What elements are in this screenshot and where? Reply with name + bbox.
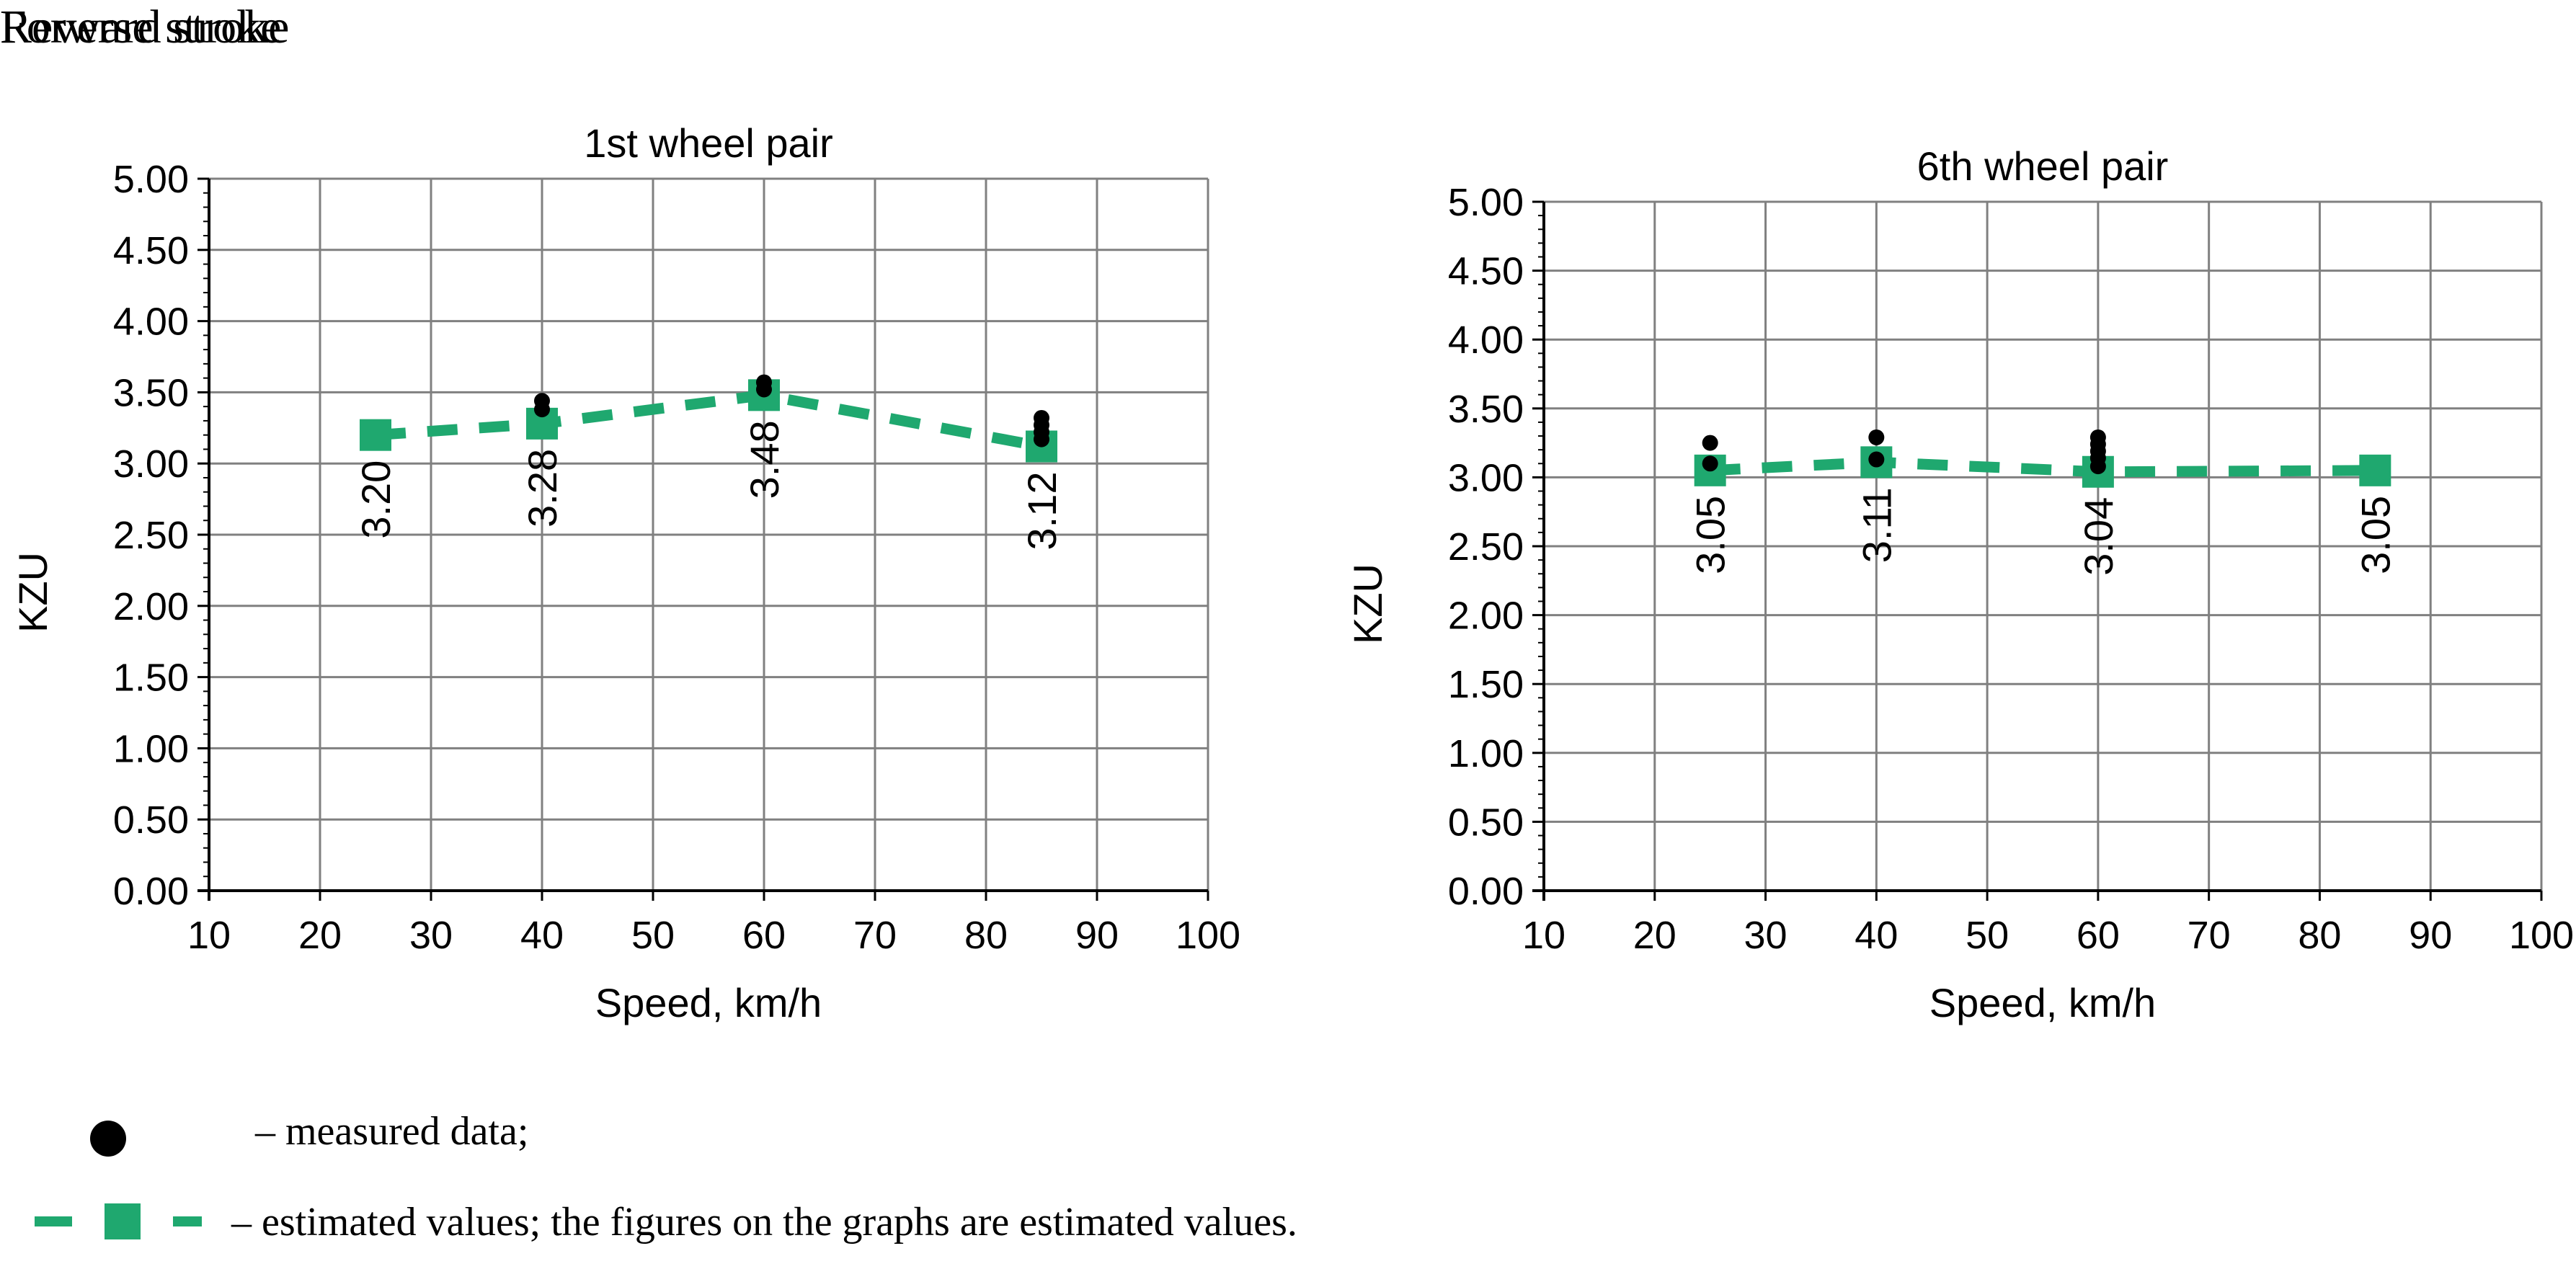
chart-title: 1st wheel pair xyxy=(584,120,833,166)
legend-estimated-label: – estimated values; the figures on the g… xyxy=(231,1200,1297,1244)
measured-point xyxy=(1034,431,1049,448)
x-tick-label: 10 xyxy=(1522,914,1565,957)
x-axis-label: Speed, km/h xyxy=(595,980,822,1025)
x-tick-label: 10 xyxy=(187,914,231,957)
y-tick-label: 0.50 xyxy=(113,798,189,842)
y-tick-label: 3.00 xyxy=(1448,456,1524,499)
measured-point xyxy=(756,381,772,398)
y-tick-label: 1.50 xyxy=(1448,663,1524,706)
x-tick-label: 40 xyxy=(520,914,564,957)
x-tick-label: 30 xyxy=(409,914,453,957)
y-tick-label: 4.50 xyxy=(1448,250,1524,293)
legend-estimated-symbol xyxy=(35,1203,202,1239)
y-tick-label: 5.00 xyxy=(1448,181,1524,224)
y-tick-label: 4.50 xyxy=(113,229,189,272)
x-tick-label: 80 xyxy=(964,914,1008,957)
estimated-value-label: 3.11 xyxy=(1854,487,1899,563)
x-tick-label: 20 xyxy=(1633,914,1676,957)
x-tick-label: 20 xyxy=(298,914,342,957)
measured-point xyxy=(534,401,550,418)
x-tick-label: 60 xyxy=(742,914,786,957)
y-tick-label: 4.00 xyxy=(1448,319,1524,362)
estimated-value-label: 3.20 xyxy=(353,460,399,539)
estimated-line xyxy=(1710,456,2376,478)
y-tick-label: 0.50 xyxy=(1448,801,1524,844)
estimated-value-label: 3.04 xyxy=(2076,497,2121,576)
measured-point xyxy=(1702,435,1718,451)
y-tick-label: 4.00 xyxy=(113,300,189,344)
x-tick-label: 50 xyxy=(631,914,675,957)
y-tick-label: 0.00 xyxy=(113,870,189,913)
measured-point xyxy=(1868,429,1885,445)
x-tick-label: 90 xyxy=(1075,914,1119,957)
estimated-value-label: 3.48 xyxy=(742,420,787,499)
forward-stroke-title: Forward stroke xyxy=(0,1,290,53)
x-tick-label: 80 xyxy=(2298,914,2341,957)
y-axis-label: KZU xyxy=(1345,564,1390,644)
y-tick-label: 2.50 xyxy=(1448,525,1524,569)
y-tick-label: 3.00 xyxy=(113,442,189,486)
estimated-value-label: 3.05 xyxy=(2353,496,2398,574)
y-tick-label: 2.50 xyxy=(113,514,189,557)
y-tick-label: 2.00 xyxy=(113,585,189,628)
estimated-point xyxy=(360,419,391,451)
chart-title: 6th wheel pair xyxy=(1917,143,2169,189)
measured-point xyxy=(2089,458,2106,475)
y-tick-label: 3.50 xyxy=(113,371,189,414)
x-axis-label: Speed, km/h xyxy=(1929,980,2156,1025)
estimated-value-label: 3.28 xyxy=(520,449,565,527)
y-tick-label: 1.00 xyxy=(113,727,189,770)
measured-point xyxy=(1702,455,1718,472)
x-tick-label: 40 xyxy=(1855,914,1898,957)
estimated-value-label: 3.12 xyxy=(1019,471,1065,550)
y-tick-label: 3.50 xyxy=(1448,388,1524,431)
x-tick-label: 60 xyxy=(2077,914,2120,957)
x-tick-label: 30 xyxy=(1744,914,1787,957)
x-tick-label: 100 xyxy=(2509,914,2574,957)
charts-canvas: 1st wheel pair 10 20 30 40 50 60 70 80 90 100 0.00 0… xyxy=(10,120,2574,1025)
y-axis-label: KZU xyxy=(10,552,55,633)
legend-measured-symbol xyxy=(90,1121,126,1157)
y-tick-label: 2.00 xyxy=(1448,595,1524,638)
x-tick-label: 90 xyxy=(2409,914,2452,957)
x-tick-label: 100 xyxy=(1176,914,1240,957)
x-tick-label: 50 xyxy=(1966,914,2009,957)
estimated-value-label: 3.05 xyxy=(1688,496,1733,574)
reverse-stroke-title: Reverse stroke xyxy=(0,1,282,53)
y-tick-label: 1.00 xyxy=(1448,732,1524,775)
estimated-point xyxy=(2359,454,2391,486)
legend-measured-label: – measured data; xyxy=(255,1109,529,1154)
x-tick-label: 70 xyxy=(853,914,897,957)
estimated-line xyxy=(375,389,1043,452)
x-tick-label: 70 xyxy=(2188,914,2231,957)
y-tick-label: 0.00 xyxy=(1448,870,1524,913)
measured-point xyxy=(1868,451,1885,468)
y-tick-label: 5.00 xyxy=(113,158,189,201)
y-tick-label: 1.50 xyxy=(113,656,189,700)
